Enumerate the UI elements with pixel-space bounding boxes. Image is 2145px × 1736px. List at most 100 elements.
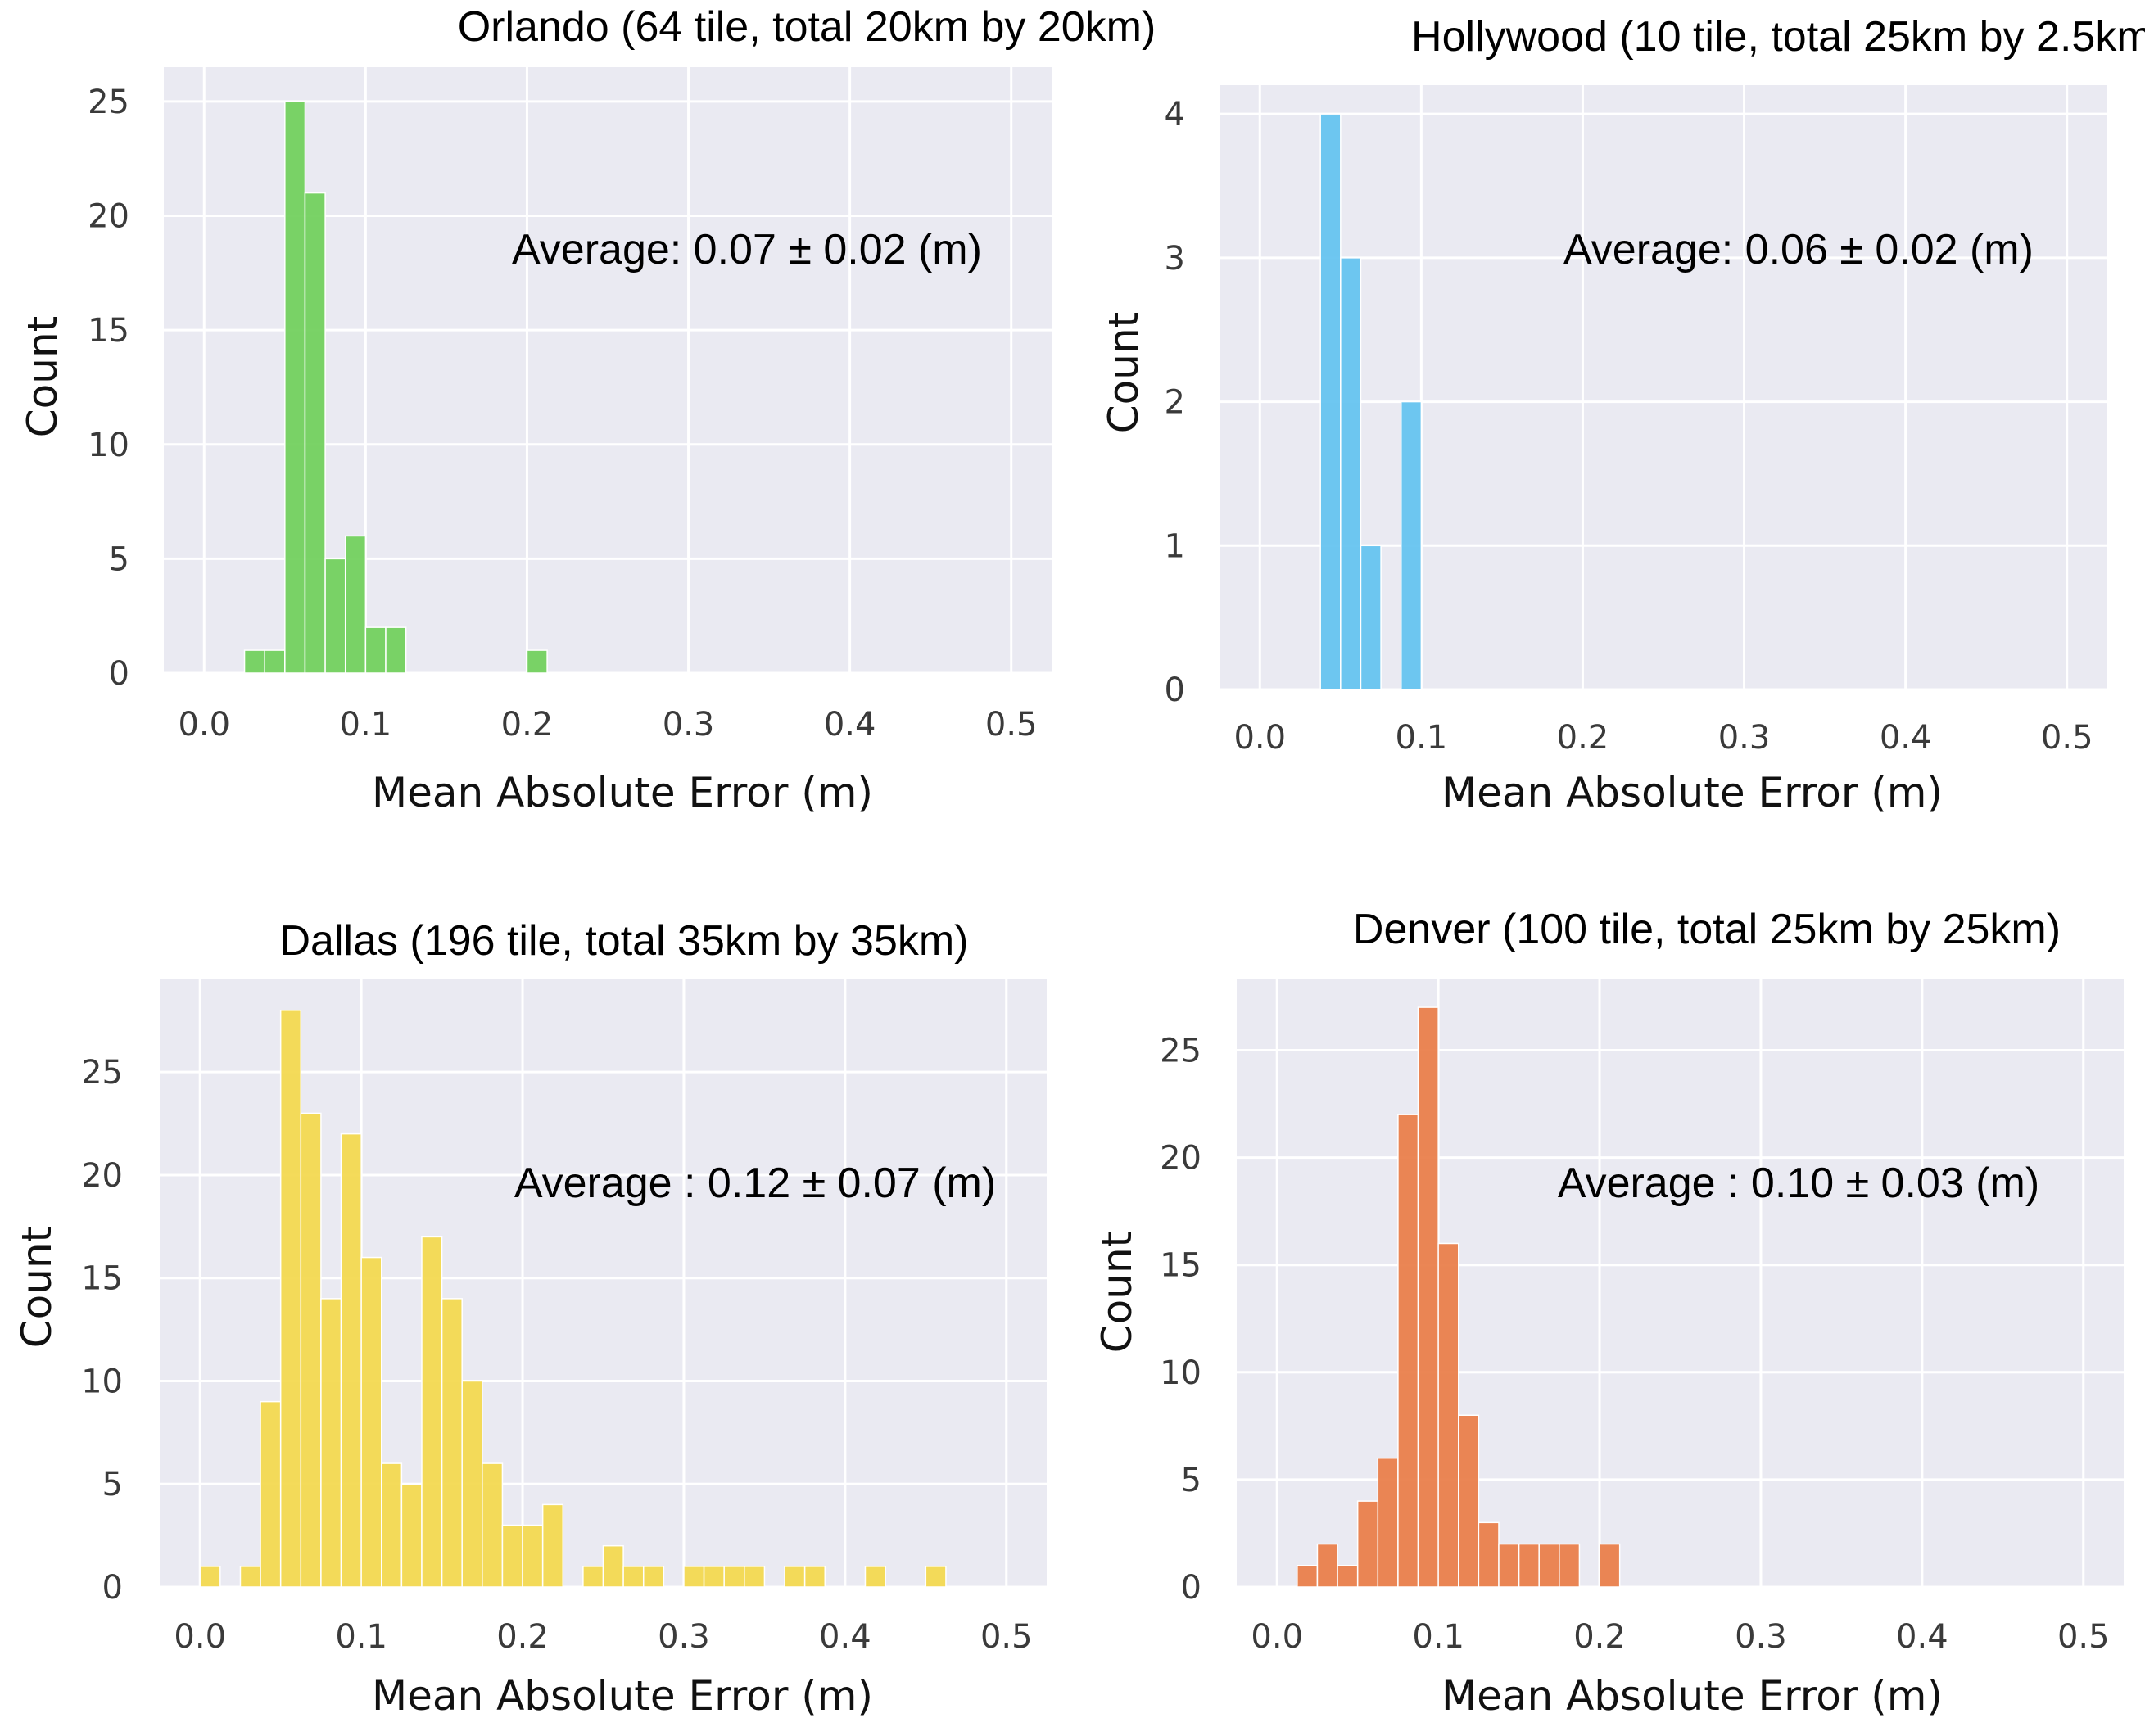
histogram-bar xyxy=(1599,1543,1621,1588)
histogram-bar xyxy=(501,1524,523,1588)
y-axis-label: Count xyxy=(19,316,66,438)
y-tick-label: 20 xyxy=(88,198,129,236)
histogram-bar xyxy=(522,1524,544,1588)
histogram-bar xyxy=(1559,1543,1581,1588)
x-axis-label: Mean Absolute Error (m) xyxy=(1441,769,1943,816)
x-tick-label: 0.4 xyxy=(824,706,876,744)
x-axis-label: Mean Absolute Error (m) xyxy=(1441,1672,1943,1720)
y-axis-label: Count xyxy=(13,1227,61,1349)
histogram-bar xyxy=(622,1566,645,1588)
histogram-bar xyxy=(1397,1114,1419,1588)
y-tick-label: 10 xyxy=(88,427,129,464)
histogram-bar xyxy=(541,1503,564,1588)
histogram-bar xyxy=(461,1380,483,1588)
plot-background xyxy=(1237,979,2124,1587)
histogram-bar xyxy=(642,1566,665,1588)
x-tick-label: 0.4 xyxy=(1880,719,1932,757)
x-tick-label: 0.2 xyxy=(1557,719,1609,757)
x-tick-label: 0.3 xyxy=(663,706,715,744)
histogram-bar xyxy=(320,1298,342,1588)
x-tick-label: 0.0 xyxy=(1233,719,1286,757)
histogram-bar xyxy=(1356,1500,1379,1588)
histogram-bar xyxy=(1340,257,1362,690)
y-tick-label: 0 xyxy=(102,1569,123,1607)
x-tick-label: 0.5 xyxy=(985,706,1038,744)
x-axis-label: Mean Absolute Error (m) xyxy=(372,1672,873,1720)
histogram-bar xyxy=(400,1483,423,1588)
histogram-bar xyxy=(602,1544,624,1588)
histogram-bar xyxy=(364,626,387,674)
x-tick-label: 0.3 xyxy=(658,1618,710,1656)
x-tick-label: 0.4 xyxy=(1896,1618,1948,1656)
histogram-bar xyxy=(683,1566,705,1588)
histogram-bar xyxy=(1360,545,1382,690)
histogram-bar xyxy=(723,1566,745,1588)
x-tick-label: 0.2 xyxy=(496,1618,549,1656)
histogram-bar xyxy=(1417,1006,1439,1588)
y-tick-label: 5 xyxy=(1181,1462,1201,1499)
histogram-bar xyxy=(284,101,306,674)
histogram-bar xyxy=(1337,1565,1359,1588)
histogram-bar xyxy=(199,1566,221,1588)
y-tick-label: 25 xyxy=(1160,1033,1201,1070)
histogram-bar xyxy=(482,1462,504,1588)
histogram-bar xyxy=(526,649,548,674)
x-tick-label: 0.1 xyxy=(1412,1618,1464,1656)
y-tick-label: 3 xyxy=(1165,240,1185,278)
chart-panel-3: 0.0 0.1 0.2 0.3 0.4 0.5 0 5 10 15 20 25 Mean Absolut… xyxy=(1093,906,2124,1720)
y-tick-label: 15 xyxy=(81,1260,123,1298)
histogram-bar xyxy=(1319,113,1342,690)
histogram-bar xyxy=(703,1566,725,1588)
x-tick-label: 0.5 xyxy=(2057,1618,2110,1656)
y-tick-label: 20 xyxy=(81,1157,123,1195)
chart-panel-1: 0.0 0.1 0.2 0.3 0.4 0.5 0 1 2 3 4 Mean Absolute Err… xyxy=(1100,13,2145,816)
y-tick-label: 5 xyxy=(109,540,129,578)
histogram-bar xyxy=(1316,1543,1338,1588)
x-tick-label: 0.1 xyxy=(340,706,392,744)
histogram-bar xyxy=(864,1566,886,1588)
histogram-bar xyxy=(1437,1242,1459,1588)
histogram-bar xyxy=(1478,1521,1500,1588)
histogram-bar xyxy=(264,649,286,674)
x-tick-label: 0.1 xyxy=(1396,719,1448,757)
histogram-bar xyxy=(260,1400,282,1588)
histogram-bar xyxy=(744,1566,766,1588)
x-tick-label: 0.0 xyxy=(174,1618,226,1656)
histogram-bar xyxy=(381,1462,403,1588)
histogram-bar xyxy=(243,649,265,674)
histogram-bar xyxy=(340,1132,362,1588)
chart-panel-2: 0.0 0.1 0.2 0.3 0.4 0.5 0 5 10 15 20 25 Mean Absolut… xyxy=(13,917,1047,1720)
y-tick-label: 15 xyxy=(1160,1247,1201,1285)
histogram-bar xyxy=(324,558,346,674)
y-tick-label: 10 xyxy=(81,1363,123,1400)
x-tick-label: 0.3 xyxy=(1718,719,1771,757)
y-tick-label: 0 xyxy=(1165,671,1185,709)
histogram-bar xyxy=(784,1566,806,1588)
average-annotation: Average : 0.10 ± 0.03 (m) xyxy=(1558,1160,2039,1207)
histogram-bar xyxy=(344,535,367,674)
histogram-bar xyxy=(1458,1414,1480,1588)
histogram-bar xyxy=(300,1112,322,1588)
x-axis-label: Mean Absolute Error (m) xyxy=(372,769,873,816)
histogram-bar xyxy=(925,1566,947,1588)
histogram-bar xyxy=(239,1566,261,1588)
histogram-bar xyxy=(421,1236,443,1588)
x-tick-label: 0.0 xyxy=(1251,1618,1303,1656)
x-tick-label: 0.2 xyxy=(501,706,554,744)
y-tick-label: 1 xyxy=(1165,527,1185,565)
average-annotation: Average : 0.12 ± 0.07 (m) xyxy=(514,1160,996,1207)
y-tick-label: 20 xyxy=(1160,1140,1201,1178)
chart-panel-0: 0.0 0.1 0.2 0.3 0.4 0.5 0 5 10 15 20 25 Mean Absolut… xyxy=(19,3,1156,816)
histogram-bar xyxy=(385,626,407,674)
histogram-bar xyxy=(1377,1457,1399,1588)
histogram-bar xyxy=(1400,400,1423,690)
chart-title: Denver (100 tile, total 25km by 25km) xyxy=(1353,906,2061,953)
x-tick-label: 0.2 xyxy=(1573,1618,1626,1656)
average-annotation: Average: 0.07 ± 0.02 (m) xyxy=(512,226,982,274)
y-tick-label: 15 xyxy=(88,312,129,350)
y-tick-label: 2 xyxy=(1165,384,1185,422)
histogram-bar xyxy=(1538,1543,1560,1588)
y-axis-label: Count xyxy=(1093,1232,1141,1354)
x-tick-label: 0.4 xyxy=(819,1618,871,1656)
